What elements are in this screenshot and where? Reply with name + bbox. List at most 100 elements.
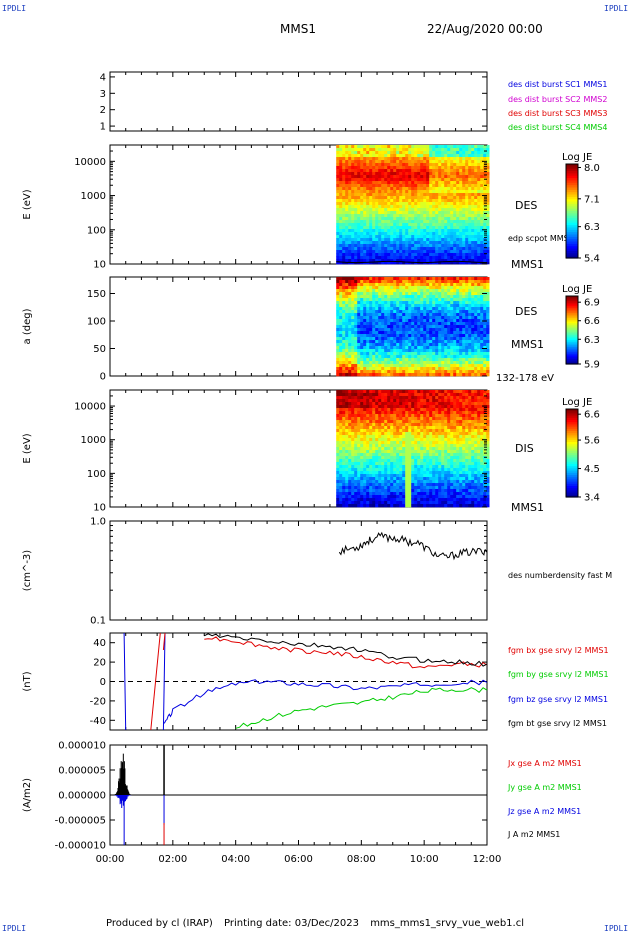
panel3-heatmap-cell xyxy=(375,289,379,293)
panel2-heatmap-cell xyxy=(336,232,340,236)
panel4-heatmap-cell xyxy=(336,405,340,409)
panel4-heatmap-cell xyxy=(396,498,400,502)
panel3-heatmap-cell xyxy=(408,373,412,377)
panel3-heatmap-cell xyxy=(342,319,346,323)
panel4-heatmap-cell xyxy=(339,492,343,496)
panel2-heatmap-cell xyxy=(348,163,352,167)
panel2-heatmap-cell xyxy=(441,208,445,212)
panel3-heatmap-cell xyxy=(486,295,490,299)
panel3-heatmap-cell xyxy=(357,298,361,302)
panel3-heatmap-cell xyxy=(369,325,373,329)
panel3-heatmap-cell xyxy=(372,373,376,377)
panel2-heatmap-cell xyxy=(351,166,355,170)
panel3-heatmap-cell xyxy=(384,316,388,320)
panel2-heatmap-cell xyxy=(360,163,364,167)
panel2-heatmap-cell xyxy=(378,178,382,182)
panel3-heatmap-cell xyxy=(468,370,472,374)
panel3-heatmap-cell xyxy=(381,340,385,344)
panel3-heatmap-cell xyxy=(447,343,451,347)
panel2-heatmap-cell xyxy=(393,208,397,212)
panel2-heatmap-cell xyxy=(435,262,439,265)
panel2-heatmap-cell xyxy=(381,166,385,170)
panel3-heatmap-cell xyxy=(462,283,466,287)
panel2-heatmap-cell xyxy=(453,256,457,260)
panel4-heatmap-cell xyxy=(363,501,367,505)
panel3-heatmap-cell xyxy=(453,355,457,359)
panel2-heatmap-cell xyxy=(426,166,430,170)
panel2-heatmap-cell xyxy=(360,238,364,242)
panel2-heatmap-cell xyxy=(393,145,397,149)
panel4-heatmap-cell xyxy=(381,438,385,442)
panel3-heatmap-cell xyxy=(366,361,370,365)
panel2-heatmap-cell xyxy=(426,157,430,161)
panel2-heatmap-cell xyxy=(405,148,409,152)
panel3-heatmap-cell xyxy=(429,358,433,362)
panel2-heatmap-cell xyxy=(486,178,490,182)
panel2-heatmap-cell xyxy=(387,145,391,149)
panel3-heatmap-cell xyxy=(369,304,373,308)
panel2-heatmap-cell xyxy=(453,205,457,209)
panel3-heatmap-cell xyxy=(366,373,370,377)
panel4-heatmap-cell xyxy=(378,501,382,505)
panel3-heatmap-cell xyxy=(348,349,352,353)
panel3-heatmap-cell xyxy=(336,286,340,290)
panel3-heatmap-cell xyxy=(357,301,361,305)
panel3-heatmap-cell xyxy=(357,289,361,293)
panel3-colorbar-cell xyxy=(566,341,578,345)
panel3-heatmap-cell xyxy=(357,328,361,332)
panel3-heatmap-cell xyxy=(480,295,484,299)
panel3-heatmap-cell xyxy=(366,346,370,350)
panel2-heatmap-cell xyxy=(462,253,466,257)
panel2-heatmap-cell xyxy=(348,223,352,227)
panel2-heatmap-cell xyxy=(456,229,460,233)
panel3-heatmap-cell xyxy=(387,289,391,293)
panel3-heatmap-cell xyxy=(486,280,490,284)
panel3-heatmap-cell xyxy=(486,277,490,281)
panel3-heatmap-cell xyxy=(399,319,403,323)
panel4-heatmap-cell xyxy=(357,408,361,412)
panel4-heatmap-cell xyxy=(375,441,379,445)
panel2-heatmap-cell xyxy=(456,151,460,155)
panel2-heatmap-cell xyxy=(468,226,472,230)
panel2-heatmap-cell xyxy=(336,193,340,197)
panel2-heatmap-cell xyxy=(414,175,418,179)
panel2-heatmap-cell xyxy=(348,235,352,239)
panel2-heatmap-cell xyxy=(444,214,448,218)
panel2-heatmap-cell xyxy=(393,238,397,242)
panel2-heatmap-cell xyxy=(426,148,430,152)
panel3-heatmap-cell xyxy=(480,310,484,314)
panel3-heatmap-cell xyxy=(402,313,406,317)
panel2-heatmap-cell xyxy=(360,217,364,221)
panel4-heatmap-cell xyxy=(348,501,352,505)
panel4-heatmap-cell xyxy=(396,441,400,445)
panel2-heatmap-cell xyxy=(414,250,418,254)
panel4-heatmap-cell xyxy=(393,390,397,394)
panel2-heatmap-cell xyxy=(486,181,490,185)
panel3-heatmap-cell xyxy=(474,280,478,284)
panel3-heatmap-cell xyxy=(462,364,466,368)
panel3-heatmap-cell xyxy=(486,298,490,302)
panel3-heatmap-cell xyxy=(378,343,382,347)
panel2-heatmap-cell xyxy=(375,211,379,215)
panel2-heatmap-cell xyxy=(336,205,340,209)
panel4-heatmap-cell xyxy=(399,492,403,496)
panel2-heatmap-cell xyxy=(357,163,361,167)
panel3-heatmap-cell xyxy=(432,373,436,377)
panel2-heatmap-cell xyxy=(444,160,448,164)
panel3-heatmap-cell xyxy=(345,358,349,362)
panel3-heatmap-cell xyxy=(393,346,397,350)
panel3-heatmap-cell xyxy=(405,367,409,371)
panel3-heatmap-cell xyxy=(435,358,439,362)
panel4-heatmap-cell xyxy=(378,408,382,412)
panel2-heatmap-cell xyxy=(381,172,385,176)
panel4-heatmap-cell xyxy=(339,459,343,463)
panel2-heatmap-cell xyxy=(456,223,460,227)
panel3-heatmap-cell xyxy=(381,289,385,293)
panel2-heatmap-cell xyxy=(360,196,364,200)
panel4-heatmap-cell xyxy=(366,462,370,466)
panel3-heatmap-cell xyxy=(393,298,397,302)
panel2-heatmap-cell xyxy=(411,253,415,257)
panel2-heatmap-cell xyxy=(462,181,466,185)
panel2-heatmap-cell xyxy=(336,160,340,164)
panel2-heatmap-cell xyxy=(408,187,412,191)
